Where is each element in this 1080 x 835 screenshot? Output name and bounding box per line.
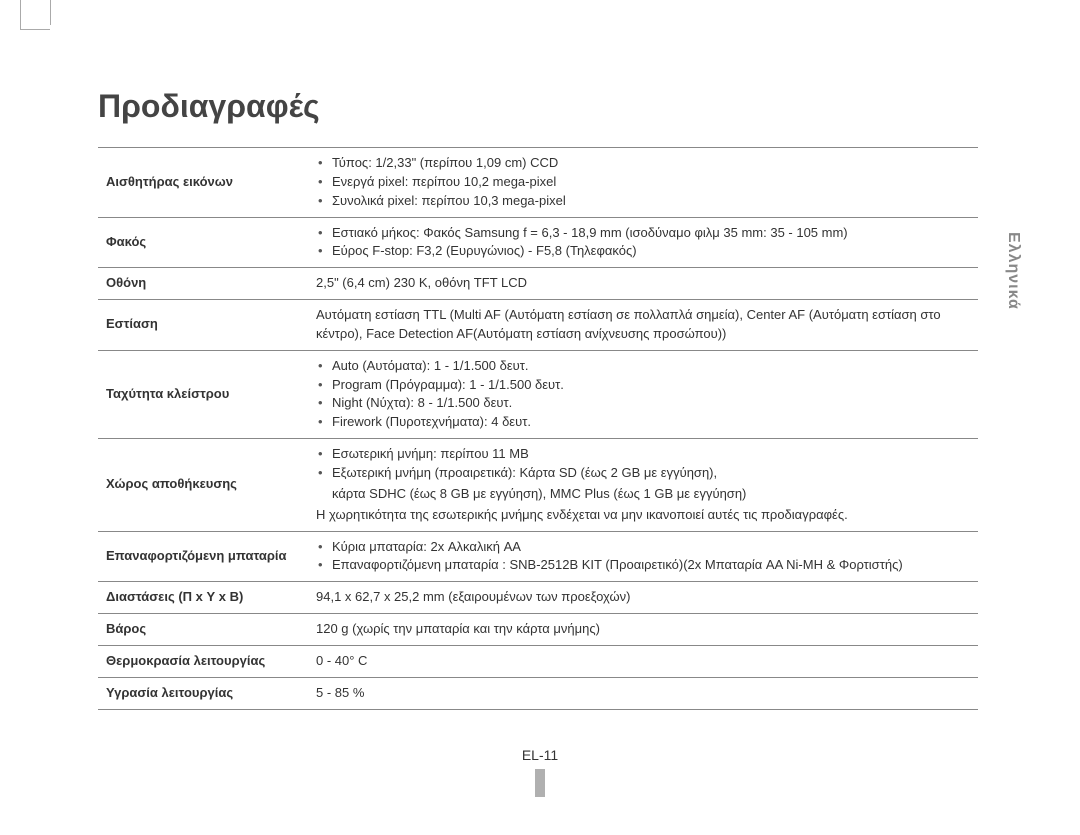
spec-value: Auto (Αυτόματα): 1 - 1/1.500 δευτ. Progr…: [308, 350, 978, 438]
spec-value: Αυτόματη εστίαση TTL (Multi AF (Αυτόματη…: [308, 300, 978, 351]
spec-label: Οθόνη: [98, 268, 308, 300]
list-item: Επαναφορτιζόμενη μπαταρία : SNB-2512B KI…: [316, 556, 970, 575]
list-item: Τύπος: 1/2,33" (περίπου 1,09 cm) CCD: [316, 154, 970, 173]
spec-value: 0 - 40° C: [308, 645, 978, 677]
spec-value: Τύπος: 1/2,33" (περίπου 1,09 cm) CCD Ενε…: [308, 148, 978, 218]
table-row: Διαστάσεις (Π x Υ x Β) 94,1 x 62,7 x 25,…: [98, 582, 978, 614]
list-item: Εστιακό μήκος: Φακός Samsung f = 6,3 - 1…: [316, 224, 970, 243]
footer-bar-icon: [535, 769, 545, 797]
crop-mark: [20, 0, 50, 30]
table-row: Θερμοκρασία λειτουργίας 0 - 40° C: [98, 645, 978, 677]
spec-value: Κύρια μπαταρία: 2x Αλκαλική AA Επαναφορτ…: [308, 531, 978, 582]
content-area: Προδιαγραφές Αισθητήρας εικόνων Τύπος: 1…: [98, 88, 978, 710]
table-row: Οθόνη 2,5" (6,4 cm) 230 K, οθόνη TFT LCD: [98, 268, 978, 300]
specs-table: Αισθητήρας εικόνων Τύπος: 1/2,33" (περίπ…: [98, 147, 978, 710]
table-row: Βάρος 120 g (χωρίς την μπαταρία και την …: [98, 614, 978, 646]
spec-label: Εστίαση: [98, 300, 308, 351]
spec-value: 120 g (χωρίς την μπαταρία και την κάρτα …: [308, 614, 978, 646]
spec-label: Υγρασία λειτουργίας: [98, 677, 308, 709]
crop-mark: [50, 0, 51, 25]
spec-label: Βάρος: [98, 614, 308, 646]
language-tab: Ελληνικά: [1004, 232, 1022, 310]
list-item: Program (Πρόγραμμα): 1 - 1/1.500 δευτ.: [316, 376, 970, 395]
spec-value: 5 - 85 %: [308, 677, 978, 709]
spec-label: Αισθητήρας εικόνων: [98, 148, 308, 218]
page-title: Προδιαγραφές: [98, 88, 978, 125]
spec-label: Διαστάσεις (Π x Υ x Β): [98, 582, 308, 614]
storage-note: Η χωρητικότητα της εσωτερικής μνήμης ενδ…: [316, 506, 970, 525]
spec-label: Φακός: [98, 217, 308, 268]
list-item: Εύρος F-stop: F3,2 (Ευρυγώνιος) - F5,8 (…: [316, 242, 970, 261]
spec-label: Ταχύτητα κλείστρου: [98, 350, 308, 438]
table-row: Χώρος αποθήκευσης Εσωτερική μνήμη: περίπ…: [98, 439, 978, 531]
list-item: Εξωτερική μνήμη (προαιρετικά): Κάρτα SD …: [316, 464, 970, 483]
table-row: Φακός Εστιακό μήκος: Φακός Samsung f = 6…: [98, 217, 978, 268]
list-item: Συνολικά pixel: περίπου 10,3 mega-pixel: [316, 192, 970, 211]
page-number: EL-11: [0, 747, 1080, 763]
list-item: Firework (Πυροτεχνήματα): 4 δευτ.: [316, 413, 970, 432]
list-item: Κύρια μπαταρία: 2x Αλκαλική AA: [316, 538, 970, 557]
list-continuation: κάρτα SDHC (έως 8 GB με εγγύηση), MMC Pl…: [316, 485, 970, 504]
table-row: Εστίαση Αυτόματη εστίαση TTL (Multi AF (…: [98, 300, 978, 351]
list-item: Εσωτερική μνήμη: περίπου 11 MB: [316, 445, 970, 464]
page-footer: EL-11: [0, 747, 1080, 797]
spec-value: Εστιακό μήκος: Φακός Samsung f = 6,3 - 1…: [308, 217, 978, 268]
spec-value: 94,1 x 62,7 x 25,2 mm (εξαιρουμένων των …: [308, 582, 978, 614]
spec-label: Επαναφορτιζόμενη μπαταρία: [98, 531, 308, 582]
spec-label: Θερμοκρασία λειτουργίας: [98, 645, 308, 677]
table-row: Υγρασία λειτουργίας 5 - 85 %: [98, 677, 978, 709]
spec-value: Εσωτερική μνήμη: περίπου 11 MB Εξωτερική…: [308, 439, 978, 531]
list-item: Night (Νύχτα): 8 - 1/1.500 δευτ.: [316, 394, 970, 413]
list-item: Ενεργά pixel: περίπου 10,2 mega-pixel: [316, 173, 970, 192]
spec-label: Χώρος αποθήκευσης: [98, 439, 308, 531]
spec-value: 2,5" (6,4 cm) 230 K, οθόνη TFT LCD: [308, 268, 978, 300]
table-row: Αισθητήρας εικόνων Τύπος: 1/2,33" (περίπ…: [98, 148, 978, 218]
table-row: Ταχύτητα κλείστρου Auto (Αυτόματα): 1 - …: [98, 350, 978, 438]
page: Ελληνικά Προδιαγραφές Αισθητήρας εικόνων…: [0, 0, 1080, 835]
table-row: Επαναφορτιζόμενη μπαταρία Κύρια μπαταρία…: [98, 531, 978, 582]
list-item: Auto (Αυτόματα): 1 - 1/1.500 δευτ.: [316, 357, 970, 376]
